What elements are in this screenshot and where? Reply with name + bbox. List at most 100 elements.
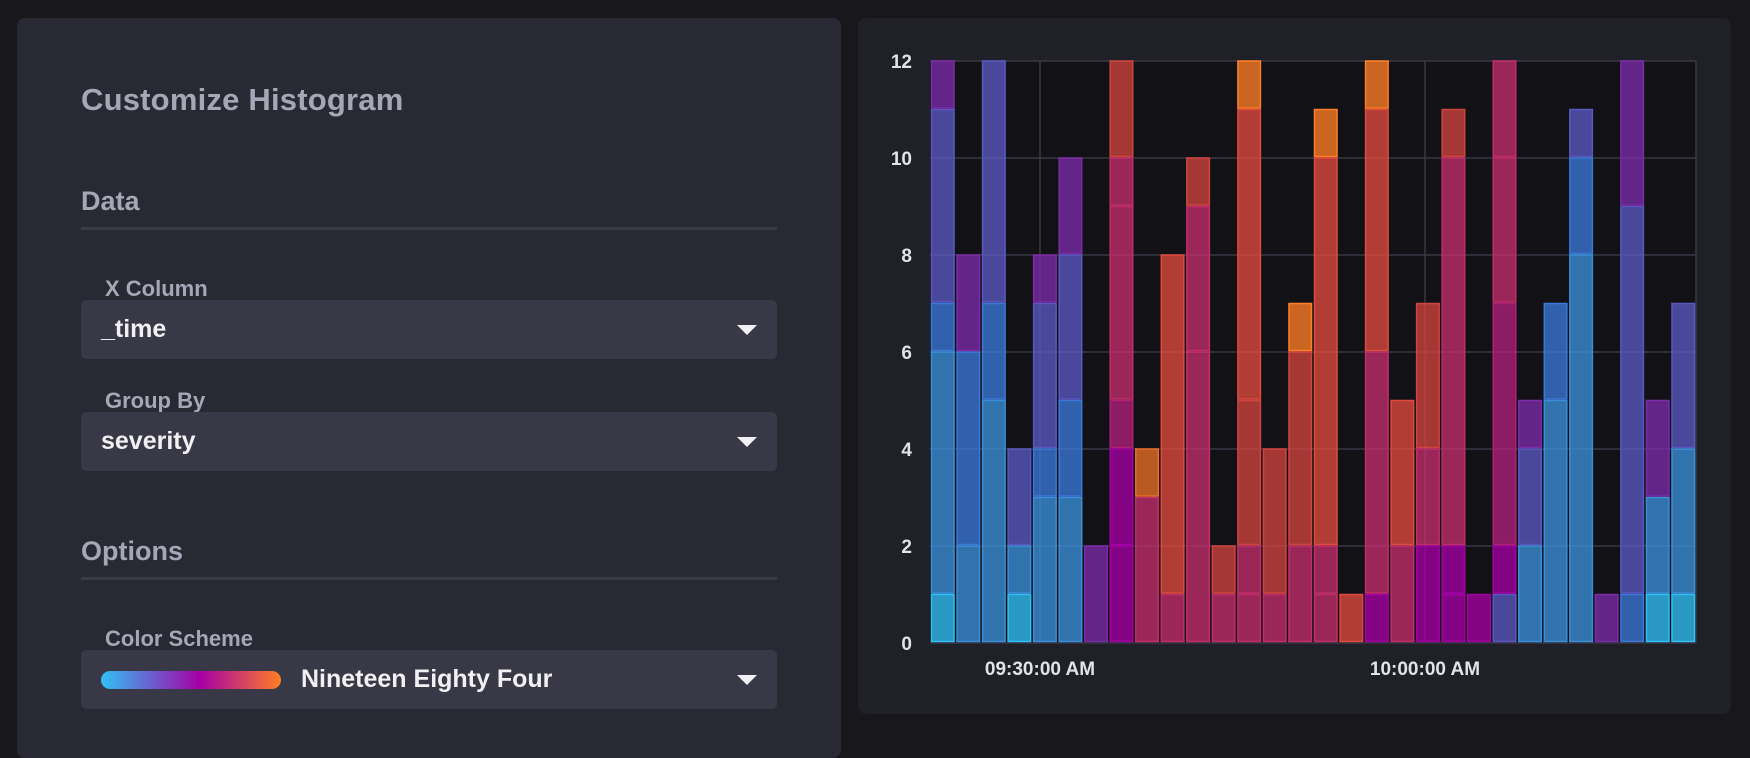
bar-segment [1186, 157, 1211, 206]
color-scheme-swatch [101, 670, 281, 689]
bar-segment [1109, 399, 1134, 449]
histogram-bar [1262, 448, 1287, 643]
x-tick-label: 09:30:00 AM [985, 659, 1095, 680]
bar-segment [1262, 593, 1287, 643]
panel-title: Customize Histogram [81, 82, 404, 117]
histogram-bar [1160, 254, 1185, 643]
bar-segment [981, 399, 1006, 643]
bar-segment [1007, 448, 1032, 546]
bar-segment [1415, 448, 1440, 546]
bar-segment [1645, 496, 1670, 594]
histogram-bar [1339, 593, 1364, 643]
bar-segment [1032, 448, 1057, 497]
histogram-bar [1645, 399, 1670, 643]
bar-segment [1313, 593, 1338, 643]
bar-segment [1415, 302, 1440, 449]
histogram-bar [1364, 60, 1389, 643]
bar-segment [1364, 108, 1389, 352]
histogram-bar [1032, 254, 1057, 643]
bar-segment [1492, 157, 1517, 303]
bar-segment [1288, 302, 1313, 352]
histogram-bar [956, 254, 981, 643]
options-section-heading: Options [81, 536, 777, 580]
x-tick-label: 10:00:00 AM [1370, 659, 1480, 680]
bar-segment [1441, 157, 1466, 546]
color-scheme-label: Color Scheme [105, 626, 253, 651]
bar-segment [930, 351, 955, 594]
bar-segment [1671, 302, 1696, 449]
bar-segment [1569, 254, 1594, 643]
bar-segment [1569, 108, 1594, 158]
bar-segment [1441, 593, 1466, 643]
bar-segment [1518, 545, 1543, 643]
bar-segment [1594, 593, 1619, 643]
bar-segment [956, 254, 981, 352]
bar-segment [930, 593, 955, 643]
color-scheme-dropdown[interactable]: Nineteen Eighty Four [81, 650, 777, 709]
bar-segment [1364, 351, 1389, 594]
bar-segment [1620, 60, 1645, 206]
histogram-bar [1058, 157, 1083, 643]
bar-segment [1032, 302, 1057, 449]
bar-segment [1543, 302, 1568, 400]
bar-segment [1186, 205, 1211, 352]
bar-segment [1032, 254, 1057, 303]
bar-segment [1390, 399, 1415, 546]
histogram-bar [1083, 545, 1108, 643]
bar-segment [1058, 399, 1083, 497]
bar-segment [930, 108, 955, 303]
bar-segment [1288, 545, 1313, 643]
bar-segment [1620, 593, 1645, 643]
histogram-bar [1415, 302, 1440, 643]
bar-segment [1109, 545, 1134, 643]
chevron-down-icon [737, 436, 757, 447]
bar-segment [1058, 254, 1083, 400]
histogram-bar [1492, 60, 1517, 643]
bar-segment [930, 60, 955, 109]
y-tick-label: 6 [901, 343, 912, 364]
group-by-label: Group By [105, 388, 206, 413]
bar-segment [1007, 593, 1032, 643]
bar-segment [1543, 399, 1568, 643]
x-column-dropdown[interactable]: _time [81, 300, 777, 359]
bar-segment [1109, 205, 1134, 400]
group-by-dropdown[interactable]: severity [81, 412, 777, 471]
bar-segment [1671, 448, 1696, 594]
bar-segment [1186, 351, 1211, 643]
x-column-value: _time [101, 315, 167, 343]
bar-segment [930, 302, 955, 352]
bar-segment [1313, 108, 1338, 158]
bar-segment [1390, 545, 1415, 643]
bar-segment [1441, 545, 1466, 594]
bar-segment [1313, 545, 1338, 594]
bar-segment [1211, 593, 1236, 643]
histogram-chart: 0 2 4 6 8 10 12 09:30:00 AM 10:00:00 AM [891, 52, 1697, 680]
bar-segment [1492, 545, 1517, 594]
histogram-bar [1237, 60, 1262, 643]
histogram-bar [1186, 157, 1211, 643]
bar-segment [1032, 496, 1057, 643]
bar-segment [1007, 545, 1032, 594]
bar-segment [1109, 448, 1134, 546]
histogram-bar [1211, 545, 1236, 643]
histogram-bar [1007, 448, 1032, 643]
bar-segment [1415, 545, 1440, 643]
bar-segment [1109, 157, 1134, 206]
histogram-bar [1135, 448, 1160, 643]
y-tick-label: 8 [901, 246, 912, 267]
bar-segment [981, 302, 1006, 400]
x-column-label: X Column [105, 276, 208, 301]
bar-segment [1135, 496, 1160, 643]
histogram-bar [1594, 593, 1619, 643]
bar-segment [1569, 157, 1594, 255]
bar-segment [1364, 60, 1389, 109]
bar-segment [981, 60, 1006, 303]
bar-segment [1518, 399, 1543, 449]
histogram-bar [1543, 302, 1568, 643]
chevron-down-icon [737, 674, 757, 685]
bar-segment [1364, 593, 1389, 643]
histogram-bar [1390, 399, 1415, 643]
bar-segment [956, 545, 981, 643]
histogram-bar [1109, 60, 1134, 643]
bar-segment [1492, 302, 1517, 546]
